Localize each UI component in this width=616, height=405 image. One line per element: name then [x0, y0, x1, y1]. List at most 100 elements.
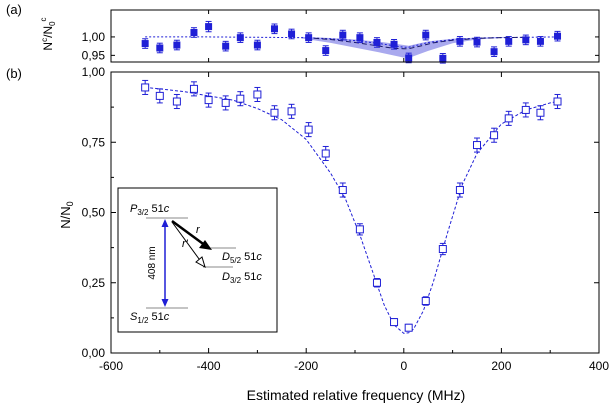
panel-a-data-point — [270, 25, 278, 33]
panel-b-data-point — [236, 94, 245, 103]
panel-b-data-point — [372, 278, 381, 287]
panel-a-ylabel: Nc/N0c — [39, 17, 57, 50]
panel-a-data-point — [522, 36, 530, 44]
r-arrow — [171, 219, 207, 248]
panel-a-data-point — [156, 44, 164, 52]
panel-b-xtick-label: -400 — [197, 359, 221, 373]
panel-a-data-point — [305, 34, 313, 42]
panel-b-data-point — [204, 96, 213, 105]
panel-a-uncertainty-band — [301, 36, 507, 58]
panel-a-data-point — [339, 31, 347, 39]
level-d32-prefix: D — [222, 271, 230, 283]
panel-b-label: (b) — [6, 66, 22, 81]
panel-a-data-point — [422, 31, 430, 39]
panel-a-data-point — [141, 40, 149, 48]
panel-b-data-points — [141, 79, 562, 332]
transition-wavelength-text: 408 nm — [147, 246, 158, 279]
level-s12-suffix: 51 — [148, 311, 163, 323]
panel-a-data-point — [288, 30, 296, 38]
panel-b-xtick-label: 400 — [589, 359, 609, 373]
panel-b-data-point — [455, 186, 464, 195]
level-d32-suffix: 51 — [241, 271, 256, 283]
panel-b-data-point — [172, 97, 181, 106]
level-p32-suffix: 51 — [148, 203, 163, 215]
panel-a-data-point — [222, 42, 230, 50]
panel-b-data-point — [504, 114, 513, 123]
level-d52-prefix: D — [222, 251, 230, 263]
level-s12-sub: 1/2 — [137, 316, 149, 325]
panel-b-data-point — [155, 91, 164, 100]
panel-a-ylabel-sup: c — [40, 38, 49, 42]
panel-b-data-point — [287, 107, 296, 116]
panel-a-ylabel-sub: 0 — [48, 21, 57, 26]
panel-a-ylabel-main: N — [41, 42, 55, 51]
panel-b-data-point — [390, 318, 399, 327]
panel-b-data-point — [421, 297, 430, 306]
panel-a-ytick-label: 0,95 — [82, 48, 106, 62]
level-s12-prefix: S — [130, 311, 138, 323]
panel-a-data-point — [173, 41, 181, 49]
r-prime-label: r' — [182, 238, 189, 250]
panel-b-data-point — [338, 186, 347, 195]
panel-a-data-point — [439, 54, 447, 62]
transition-arrow-head-top — [161, 219, 169, 227]
panel-a-data-point — [456, 37, 464, 45]
inset-level-diagram: P3/2 51c D5/2 51c D3/2 51c S1/2 51c 408 … — [117, 187, 278, 333]
level-s12-ital: c — [164, 311, 170, 323]
level-s12-label: S1/2 51c — [130, 311, 170, 325]
panel-b-ytick-label: 0,00 — [82, 346, 106, 360]
level-p32-sub: 3/2 — [137, 208, 149, 217]
panel-b-xtick-label: -200 — [294, 359, 318, 373]
transition-wavelength-label: 408 nm — [147, 246, 158, 279]
level-d32-label: D3/2 51c — [222, 271, 262, 285]
panel-b-data-point — [253, 90, 262, 99]
panel-b-data-point — [355, 225, 364, 234]
panel-a-label: (a) — [6, 2, 22, 17]
panel-a-data-point — [554, 32, 562, 40]
panel-a-data-point — [205, 23, 213, 31]
panel-a-data-point — [473, 38, 481, 46]
panel-a-data-point — [405, 54, 413, 62]
panel-b-xtick-label: 0 — [400, 359, 407, 373]
panel-a-ytick-label: 1,00 — [82, 30, 106, 44]
x-axis-label: Estimated relative frequency (MHz) — [247, 387, 466, 403]
r-prime-arrow — [171, 221, 203, 264]
panel-a-data-point — [536, 37, 544, 45]
panel-b-data-point — [304, 125, 313, 134]
panel-a-data-point — [390, 40, 398, 48]
panel-b-data-point — [490, 131, 499, 140]
panel-b-ytick-label: 0,25 — [82, 276, 106, 290]
panel-b-ytick-label: 0,50 — [82, 206, 106, 220]
panel-b: (b) N/N0 0,000,250,500,751,00-600 -400 -20… — [6, 65, 609, 403]
level-p32-ital: c — [164, 203, 170, 215]
panel-b-data-point — [473, 141, 481, 150]
panel-a-data-point — [356, 34, 364, 42]
panel-a-data-point — [505, 37, 513, 45]
panel-b-data-point — [141, 83, 150, 92]
panel-a-frame — [110, 9, 600, 63]
inset-frame — [117, 187, 278, 333]
level-p32-prefix: P — [130, 203, 138, 215]
panel-a-data-point — [190, 28, 198, 36]
level-d32-ital: c — [256, 271, 262, 283]
panel-a-data-points — [141, 20, 562, 64]
level-d52-sub: 5/2 — [230, 256, 242, 265]
level-d32-sub: 3/2 — [230, 276, 242, 285]
panel-b-data-point — [536, 108, 545, 117]
panel-b-data-point — [321, 149, 330, 158]
panel-b-ytick-label: 1,00 — [82, 65, 106, 79]
panel-a-ylabel-slash: /N — [41, 26, 55, 38]
panel-b-data-point — [404, 323, 413, 332]
panel-b-data-point — [189, 84, 198, 93]
panel-b-ytick-label: 0,75 — [82, 135, 106, 149]
r-arrow-head — [199, 240, 212, 250]
panel-a-axes: 0,95 1,00 — [82, 9, 600, 63]
panel-b-data-point — [438, 245, 447, 254]
r-label: r — [196, 224, 201, 236]
panel-a-data-point — [322, 47, 330, 55]
panel-a: (a) Nc/N0c 0,951,00 — [6, 2, 600, 64]
panel-a-data-point — [253, 41, 261, 49]
panel-b-ylabel-main: N/N — [58, 206, 73, 228]
level-d52-suffix: 51 — [241, 251, 256, 263]
